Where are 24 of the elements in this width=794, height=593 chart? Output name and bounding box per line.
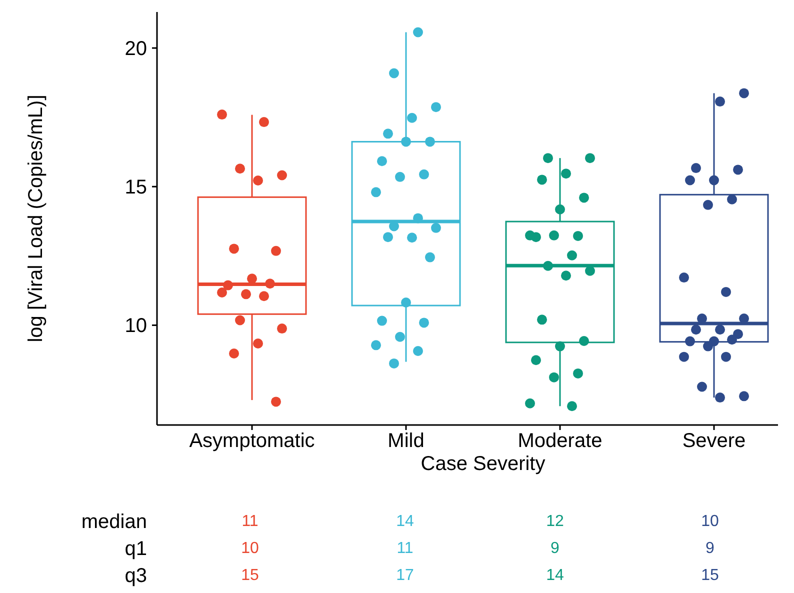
x-tick-label: Asymptomatic: [189, 430, 315, 452]
text: 11: [396, 540, 414, 557]
y-tick-label: 20: [124, 38, 147, 60]
text: 11: [242, 513, 258, 530]
text: 10: [701, 513, 719, 530]
text: 9: [706, 540, 715, 557]
text: 9: [550, 540, 560, 557]
y-axis-title: log [Viral Load (Copies/mL)]: [25, 94, 47, 342]
text: 14: [396, 513, 414, 530]
text: 14: [546, 567, 564, 584]
text: 12: [546, 513, 564, 530]
y-tick-label: 10: [124, 315, 147, 338]
x-tick-label: Severe: [682, 430, 746, 452]
text: median: [81, 511, 147, 533]
x-tick-label: Moderate: [518, 430, 602, 452]
x-tick-label: Mild: [388, 430, 424, 452]
text: q1: [124, 538, 147, 560]
text: q3: [124, 565, 147, 587]
text: 17: [396, 567, 414, 584]
text: 10: [241, 540, 259, 557]
y-tick-label: 15: [124, 176, 147, 199]
x-axis-title: Case Severity: [420, 453, 546, 475]
text: 15: [701, 567, 719, 584]
text: 15: [241, 567, 259, 584]
